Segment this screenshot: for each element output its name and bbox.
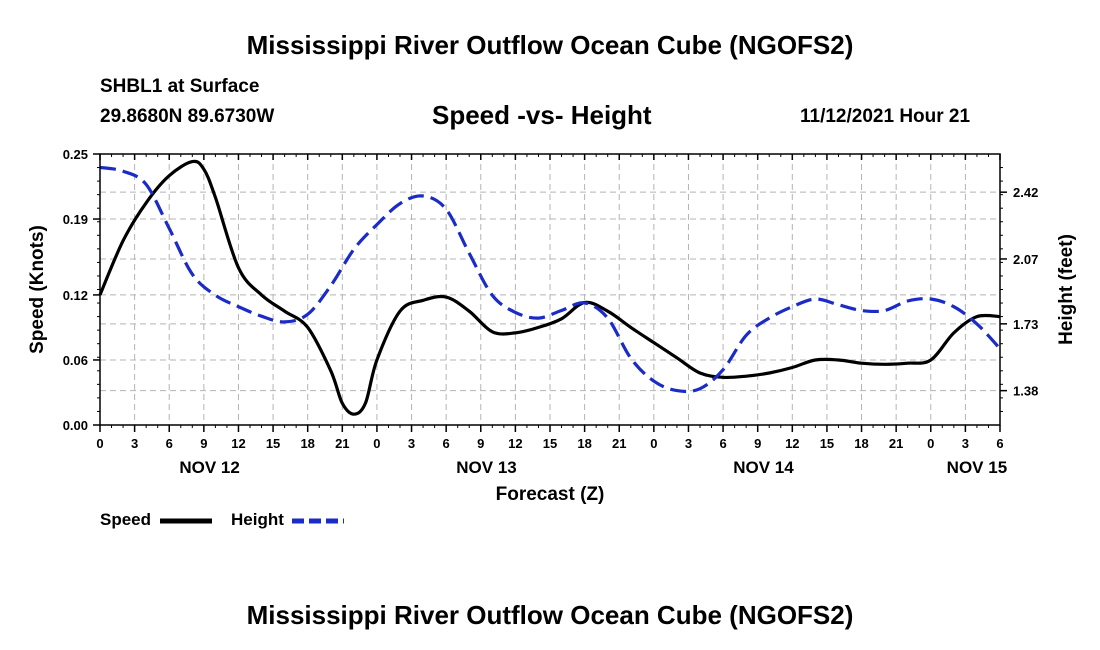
chart-labels: 0 3 6 9 12 15 18 21 0 3 6 9 12 15 18 21 0 3 6 9 12 15 18 21 0 3 6N… [27,147,1077,505]
x-tick-label: 6 [996,436,1003,451]
x-tick-label: 18 [854,436,868,451]
series-line-height [99,165,1002,394]
chart-main-title: Mississippi River Outflow Ocean Cube (NG… [246,30,854,60]
y-left-tick-label: 0.12 [63,288,88,303]
x-tick-label: 21 [612,436,626,451]
x-tick-label: 6 [719,436,726,451]
x-tick-label: 0 [96,436,103,451]
x-tick-label: 9 [477,436,484,451]
x-tick-label: 6 [443,436,450,451]
y-right-tick-label: 2.07 [1013,252,1038,267]
date-label: NOV 15 [947,458,1007,477]
x-tick-label: 12 [231,436,245,451]
x-tick-label: 18 [300,436,314,451]
x-tick-label: 9 [200,436,207,451]
x-tick-label: 15 [266,436,280,451]
plot-frame [99,153,1001,426]
y-left-tick-label: 0.00 [63,418,88,433]
y-right-axis-title: Height (feet) [1056,234,1077,345]
y-left-tick-label: 0.19 [63,212,88,227]
x-tick-label: 0 [373,436,380,451]
y-left-axis-title: Speed (Knots) [27,225,48,354]
chart-series-layer [98,159,1002,416]
chart-grid [100,154,1000,425]
x-tick-label: 3 [131,436,138,451]
x-tick-label: 21 [889,436,903,451]
y-left-tick-label: 0.06 [63,353,88,368]
x-tick-label: 9 [754,436,761,451]
footer-title: Mississippi River Outflow Ocean Cube (NG… [246,600,854,630]
y-right-tick-label: 1.73 [1013,317,1038,332]
forecast-datetime: 11/12/2021 Hour 21 [800,106,971,127]
x-tick-label: 21 [335,436,349,451]
date-label: NOV 13 [456,458,516,477]
date-label: NOV 14 [733,458,794,477]
y-left-tick-label: 0.25 [63,147,88,162]
x-tick-label: 12 [785,436,799,451]
x-axis-title: Forecast (Z) [496,484,605,505]
x-tick-label: 3 [962,436,969,451]
y-right-tick-label: 2.42 [1013,185,1038,200]
date-label: NOV 12 [179,458,239,477]
x-tick-label: 18 [577,436,591,451]
chart-subtitle: Speed -vs- Height [432,100,652,130]
x-tick-label: 0 [650,436,657,451]
station-label: SHBL1 at Surface [100,76,260,97]
x-tick-label: 3 [408,436,415,451]
x-tick-label: 15 [543,436,557,451]
x-tick-label: 6 [166,436,173,451]
x-tick-label: 0 [927,436,934,451]
legend-height-label: Height [231,510,284,529]
station-coordinates: 29.8680N 89.6730W [100,106,275,127]
series-line-speed [98,159,1001,416]
legend-speed-label: Speed [100,510,152,529]
y-right-tick-label: 1.38 [1013,384,1038,399]
x-tick-label: 12 [508,436,522,451]
x-tick-label: 3 [685,436,692,451]
x-tick-label: 15 [820,436,834,451]
